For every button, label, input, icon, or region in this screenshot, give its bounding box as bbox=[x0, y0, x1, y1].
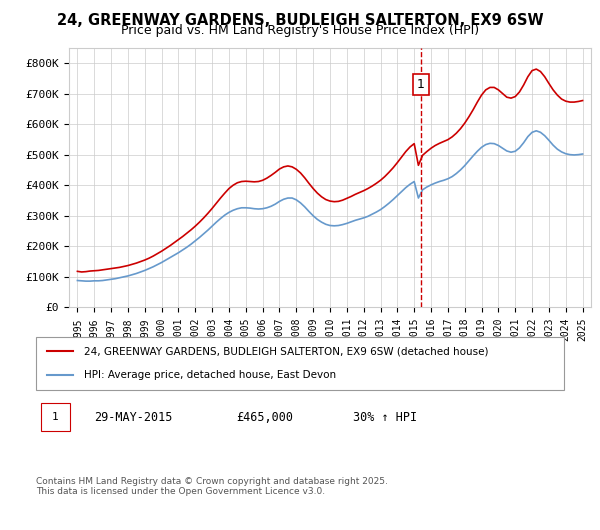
Text: Price paid vs. HM Land Registry's House Price Index (HPI): Price paid vs. HM Land Registry's House … bbox=[121, 24, 479, 37]
Text: 24, GREENWAY GARDENS, BUDLEIGH SALTERTON, EX9 6SW: 24, GREENWAY GARDENS, BUDLEIGH SALTERTON… bbox=[56, 13, 544, 28]
Text: 1: 1 bbox=[52, 412, 59, 422]
Text: Contains HM Land Registry data © Crown copyright and database right 2025.
This d: Contains HM Land Registry data © Crown c… bbox=[36, 477, 388, 497]
Text: 29-MAY-2015: 29-MAY-2015 bbox=[94, 411, 172, 424]
Text: HPI: Average price, detached house, East Devon: HPI: Average price, detached house, East… bbox=[83, 370, 335, 379]
FancyBboxPatch shape bbox=[36, 337, 564, 390]
Text: 30% ↑ HPI: 30% ↑ HPI bbox=[353, 411, 417, 424]
Text: 1: 1 bbox=[417, 78, 425, 91]
Text: £465,000: £465,000 bbox=[236, 411, 293, 424]
Text: 24, GREENWAY GARDENS, BUDLEIGH SALTERTON, EX9 6SW (detached house): 24, GREENWAY GARDENS, BUDLEIGH SALTERTON… bbox=[83, 347, 488, 356]
FancyBboxPatch shape bbox=[41, 403, 70, 431]
